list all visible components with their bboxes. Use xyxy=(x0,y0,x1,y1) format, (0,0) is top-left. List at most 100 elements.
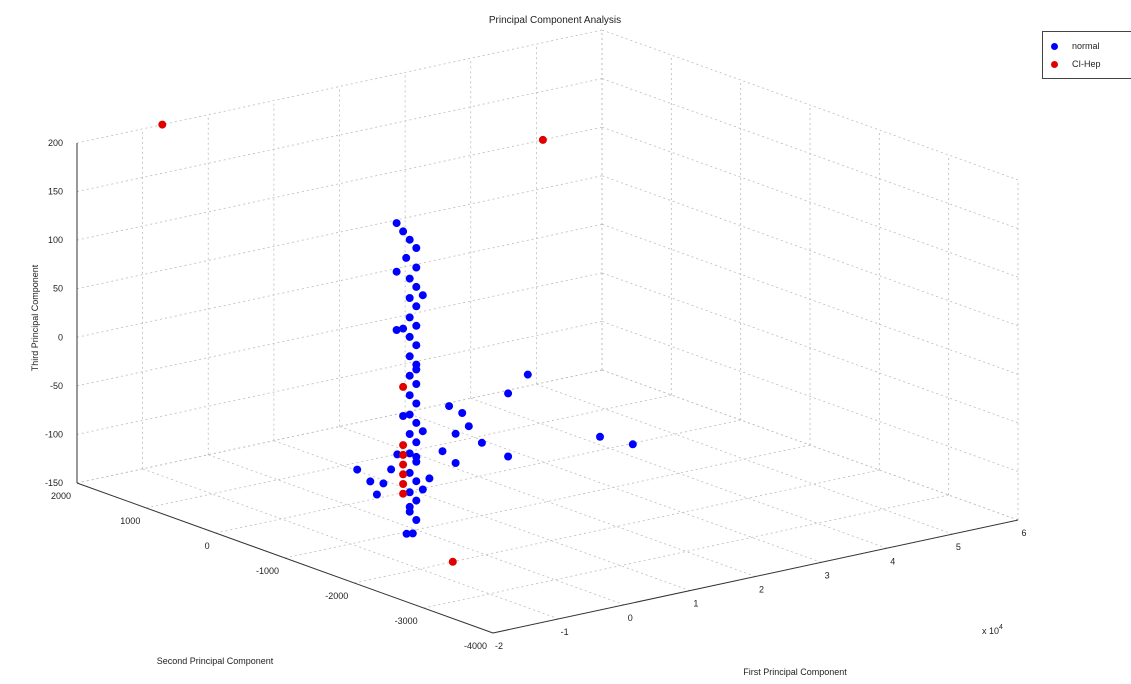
point-ci-hep xyxy=(158,121,166,129)
x-tick-label: 1 xyxy=(693,599,698,609)
point-normal xyxy=(393,268,401,276)
point-normal xyxy=(366,477,374,485)
point-normal xyxy=(524,371,532,379)
point-normal xyxy=(406,372,414,380)
x-axis-multiplier: x 104 xyxy=(982,624,1003,636)
point-normal xyxy=(406,430,414,438)
point-normal xyxy=(412,497,420,505)
point-ci-hep xyxy=(399,383,407,391)
point-normal xyxy=(412,380,420,388)
z-tick-label: 50 xyxy=(53,284,63,294)
y-tick-label: -3000 xyxy=(395,616,418,626)
point-normal xyxy=(406,313,414,321)
point-normal xyxy=(406,352,414,360)
y-tick-label: -4000 xyxy=(464,641,487,651)
grid-line-sidewall-z xyxy=(602,30,1018,180)
point-normal xyxy=(629,440,637,448)
grid-line-floor-x xyxy=(340,427,756,577)
point-normal xyxy=(412,400,420,408)
point-normal xyxy=(409,529,417,537)
x-tick-label: 3 xyxy=(825,570,830,580)
point-ci-hep xyxy=(399,470,407,478)
data-points xyxy=(158,121,637,566)
point-normal xyxy=(504,389,512,397)
legend-marker-ci-hep xyxy=(1051,61,1058,68)
x-tick-label: -1 xyxy=(561,627,569,637)
point-normal xyxy=(387,465,395,473)
point-normal xyxy=(406,236,414,244)
z-tick-label: -150 xyxy=(45,478,63,488)
point-normal xyxy=(399,412,407,420)
point-normal xyxy=(504,453,512,461)
point-normal xyxy=(412,283,420,291)
legend-label-normal: normal xyxy=(1072,41,1100,51)
point-normal xyxy=(452,430,460,438)
z-axis-label: Third Principal Component xyxy=(30,264,40,371)
point-normal xyxy=(402,254,410,262)
point-normal xyxy=(353,466,361,474)
z-tick-label: -50 xyxy=(50,381,63,391)
point-normal xyxy=(412,244,420,252)
x-tick-label: 4 xyxy=(890,556,895,566)
z-tick-label: 200 xyxy=(48,138,63,148)
point-normal xyxy=(412,453,420,461)
x-axis-label: First Principal Component xyxy=(743,667,847,677)
point-normal xyxy=(406,411,414,419)
point-normal xyxy=(419,291,427,299)
z-tick-label: 0 xyxy=(58,332,63,342)
point-normal xyxy=(445,402,453,410)
grid-line-floor-x xyxy=(471,398,887,548)
point-normal xyxy=(393,326,401,334)
x-tick-label: 5 xyxy=(956,542,961,552)
grid-line-sidewall-z xyxy=(602,79,1018,229)
point-normal xyxy=(478,439,486,447)
legend-label-ci-hep: CI-Hep xyxy=(1072,59,1101,69)
point-normal xyxy=(425,474,433,482)
y-tick-label: -1000 xyxy=(256,566,279,576)
point-normal xyxy=(412,341,420,349)
y-axis-label: Second Principal Component xyxy=(157,656,274,666)
grid-line-sidewall-z xyxy=(602,370,1018,520)
y-tick-label: 0 xyxy=(205,541,210,551)
x-tick-label: 2 xyxy=(759,585,764,595)
point-normal xyxy=(379,479,387,487)
point-normal xyxy=(412,366,420,374)
point-normal xyxy=(412,264,420,272)
point-normal xyxy=(439,447,447,455)
y-tick-label: -2000 xyxy=(325,591,348,601)
point-normal xyxy=(419,486,427,494)
point-ci-hep xyxy=(399,461,407,469)
point-normal xyxy=(452,459,460,467)
grid-layer xyxy=(77,30,1018,633)
y-tick-label: 2000 xyxy=(51,491,71,501)
y-axis-line xyxy=(77,483,493,633)
point-normal xyxy=(465,422,473,430)
point-normal xyxy=(393,219,401,227)
y-tick-label: 1000 xyxy=(120,516,140,526)
chart-title: Principal Component Analysis xyxy=(489,15,621,26)
grid-line-backwall-z xyxy=(77,127,602,240)
grid-line-sidewall-z xyxy=(602,273,1018,423)
point-normal xyxy=(412,322,420,330)
x-tick-label: 6 xyxy=(1021,528,1026,538)
point-normal xyxy=(373,491,381,499)
legend-item-normal: normal xyxy=(1051,38,1100,54)
point-ci-hep xyxy=(399,441,407,449)
point-normal xyxy=(406,469,414,477)
point-normal xyxy=(412,302,420,310)
grid-line-sidewall-z xyxy=(602,224,1018,374)
point-normal xyxy=(412,419,420,427)
point-normal xyxy=(419,427,427,435)
z-tick-label: -100 xyxy=(45,429,63,439)
point-normal xyxy=(406,503,414,511)
point-normal xyxy=(406,294,414,302)
point-normal xyxy=(406,488,414,496)
legend-item-ci-hep: CI-Hep xyxy=(1051,56,1101,72)
legend: normal CI-Hep xyxy=(1042,31,1131,79)
z-tick-label: 100 xyxy=(48,235,63,245)
point-normal xyxy=(412,438,420,446)
point-ci-hep xyxy=(399,490,407,498)
legend-marker-normal xyxy=(1051,43,1058,50)
x-tick-label: 0 xyxy=(628,613,633,623)
point-normal xyxy=(406,333,414,341)
